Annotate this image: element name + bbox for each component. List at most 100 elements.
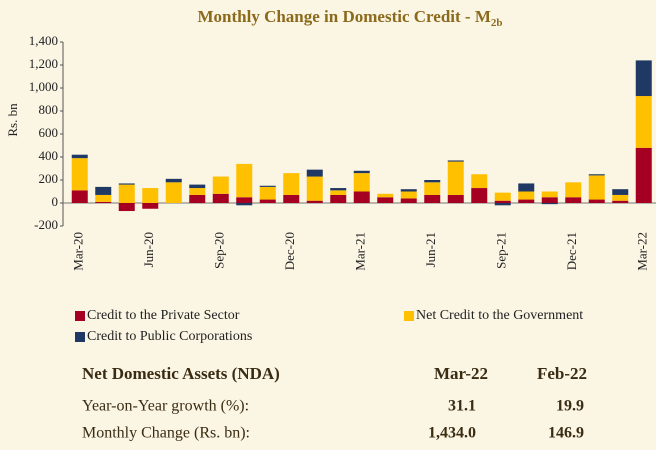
bar-segment: [71, 154, 88, 159]
x-tick-label: Dec-21: [564, 232, 579, 270]
legend-swatch: [75, 332, 85, 342]
bar-segment: [377, 193, 394, 198]
x-tick-label: Mar-21: [353, 232, 368, 271]
y-tick-label: 200: [39, 171, 59, 186]
bar-segment: [494, 192, 511, 201]
bar-segment: [612, 200, 629, 203]
bar-segment: [118, 203, 135, 212]
bar-segment: [330, 194, 347, 203]
bar-segment: [236, 163, 253, 198]
table-header: Net Domestic Assets (NDA): [82, 364, 280, 383]
x-tick-label: Jun-20: [141, 232, 156, 267]
bar-segment: [400, 189, 417, 192]
bar-segment: [353, 191, 370, 203]
bar-segment: [71, 158, 88, 191]
y-tick-label: 1,400: [29, 33, 58, 48]
table-header: Mar-22: [434, 364, 488, 383]
bar-segment: [494, 203, 511, 206]
table-header: Feb-22: [537, 364, 587, 383]
table-cell: 146.9: [548, 425, 584, 442]
bar-segment: [259, 199, 276, 203]
bar-segment: [424, 182, 441, 195]
bar-segment: [189, 188, 206, 195]
x-tick-label: Dec-20: [282, 232, 297, 270]
bar-segment: [377, 197, 394, 203]
bar-segment: [635, 147, 652, 203]
bar-segment: [330, 188, 347, 191]
bar-segment: [306, 169, 323, 177]
bar-segment: [353, 170, 370, 174]
bar-segment: [306, 200, 323, 203]
x-tick-label: Jun-21: [423, 232, 438, 267]
bar-segment: [424, 180, 441, 183]
bar-segment: [518, 191, 535, 200]
bar-segment: [142, 188, 159, 203]
title-subscript: 2b: [491, 17, 503, 29]
bar-segment: [518, 183, 535, 192]
bar-segment: [471, 174, 488, 189]
bar-segment: [518, 199, 535, 203]
bar-segment: [588, 175, 605, 200]
legend-swatch: [75, 311, 85, 321]
bar-segment: [353, 173, 370, 192]
y-tick-label: 1,000: [29, 79, 58, 94]
bar-segment: [635, 60, 652, 97]
bar-segment: [118, 183, 135, 185]
bar-segment: [471, 188, 488, 203]
table-cell: 31.1: [448, 398, 476, 415]
bar-segment: [236, 197, 253, 203]
x-tick-label: Mar-22: [635, 232, 650, 271]
bar-segment: [541, 197, 558, 203]
bar-segment: [165, 182, 182, 203]
bar-segment: [95, 194, 112, 202]
bar-segment: [165, 178, 182, 183]
table-cell: Monthly Change (Rs. bn):: [82, 425, 250, 442]
bar-segment: [588, 174, 605, 176]
bar-segment: [236, 203, 253, 206]
bar-segment: [541, 191, 558, 198]
bar-segment: [95, 201, 112, 203]
x-tick-label: Sep-21: [494, 232, 509, 269]
bar-segment: [212, 193, 229, 203]
y-tick-label: 1,200: [29, 56, 58, 71]
bar-segment: [541, 203, 558, 205]
bar-segment: [259, 185, 276, 187]
bar-segment: [283, 173, 300, 195]
legend-label: Credit to Public Corporations: [87, 329, 252, 344]
x-tick-label: Sep-20: [212, 232, 227, 269]
bar-segment: [259, 186, 276, 200]
bar-segment: [635, 96, 652, 148]
bar-segment: [330, 190, 347, 195]
legend-label: Credit to the Private Sector: [87, 308, 240, 323]
y-tick-label: 800: [39, 102, 59, 117]
bar-segment: [306, 176, 323, 201]
x-tick-label: Mar-20: [71, 232, 86, 271]
bar-segment: [71, 190, 88, 203]
bar-segment: [400, 191, 417, 199]
y-tick-label: 600: [39, 125, 59, 140]
bar-segment: [565, 197, 582, 203]
bar-segment: [95, 186, 112, 195]
y-axis-label: Rs. bn: [5, 103, 20, 137]
bar-segment: [400, 198, 417, 203]
bar-segment: [118, 184, 135, 203]
table-cell: 19.9: [556, 398, 584, 415]
bar-segment: [612, 189, 629, 195]
bar-segment: [447, 160, 464, 162]
y-tick-label: -200: [34, 217, 58, 232]
table-cell: Year-on-Year growth (%):: [82, 398, 249, 415]
y-tick-label: 400: [39, 148, 59, 163]
bar-segment: [447, 161, 464, 195]
bar-segment: [189, 194, 206, 203]
bar-segment: [565, 182, 582, 198]
bar-segment: [189, 184, 206, 189]
bar-segment: [283, 194, 300, 203]
bar-segment: [447, 194, 464, 203]
title-main: Monthly Change in Domestic Credit - M: [197, 7, 490, 26]
bar-segment: [424, 194, 441, 203]
table-cell: 1,434.0: [428, 425, 476, 442]
y-tick-label: 0: [52, 194, 59, 209]
bar-segment: [612, 194, 629, 201]
bar-segment: [212, 176, 229, 194]
